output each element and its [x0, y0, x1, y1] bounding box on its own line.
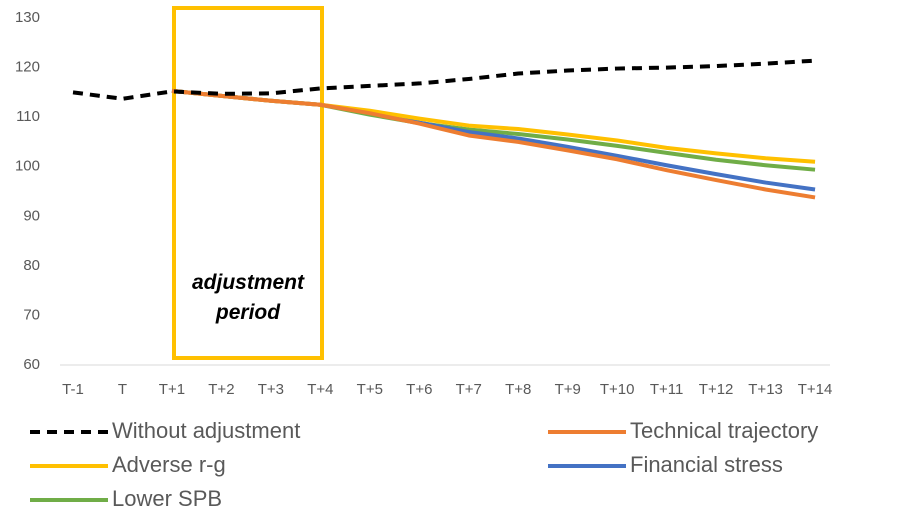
x-tick-label: T+9	[555, 381, 581, 398]
x-tick-label: T+6	[406, 381, 432, 398]
legend-label: Adverse r-g	[112, 452, 226, 477]
legend-label: Financial stress	[630, 452, 783, 477]
legend-label: Technical trajectory	[630, 418, 818, 443]
series-line	[72, 58, 816, 101]
y-tick-label: 130	[15, 9, 40, 26]
x-tick-label: T+4	[307, 381, 333, 398]
x-tick-label: T+12	[699, 381, 734, 398]
y-tick-label: 90	[23, 207, 40, 224]
x-tick-label: T+14	[798, 381, 833, 398]
x-tick-label: T+8	[505, 381, 531, 398]
x-tick-label: T+11	[650, 381, 684, 398]
period-box	[172, 6, 324, 360]
x-tick-label: T	[118, 381, 127, 398]
x-tick-label: T+5	[357, 381, 383, 398]
legend-label: Lower SPB	[112, 486, 222, 511]
y-tick-label: 110	[16, 108, 40, 125]
legend-label: Without adjustment	[112, 418, 300, 443]
x-tick-label: T+10	[600, 381, 635, 398]
y-tick-label: 70	[23, 306, 40, 323]
x-tick-label: T+7	[456, 381, 482, 398]
x-tick-label: T+3	[258, 381, 284, 398]
y-tick-label: 80	[23, 257, 40, 274]
x-tick-label: T+2	[208, 381, 234, 398]
x-tick-label: T+13	[748, 381, 783, 398]
y-tick-label: 100	[15, 158, 40, 175]
y-tick-label: 60	[23, 356, 40, 373]
x-tick-label: T-1	[62, 381, 84, 398]
y-tick-label: 120	[15, 59, 40, 76]
series-line	[171, 88, 816, 172]
series-line	[171, 88, 816, 200]
x-tick-label: T+1	[159, 381, 185, 398]
annotation: adjustment period	[191, 271, 304, 324]
